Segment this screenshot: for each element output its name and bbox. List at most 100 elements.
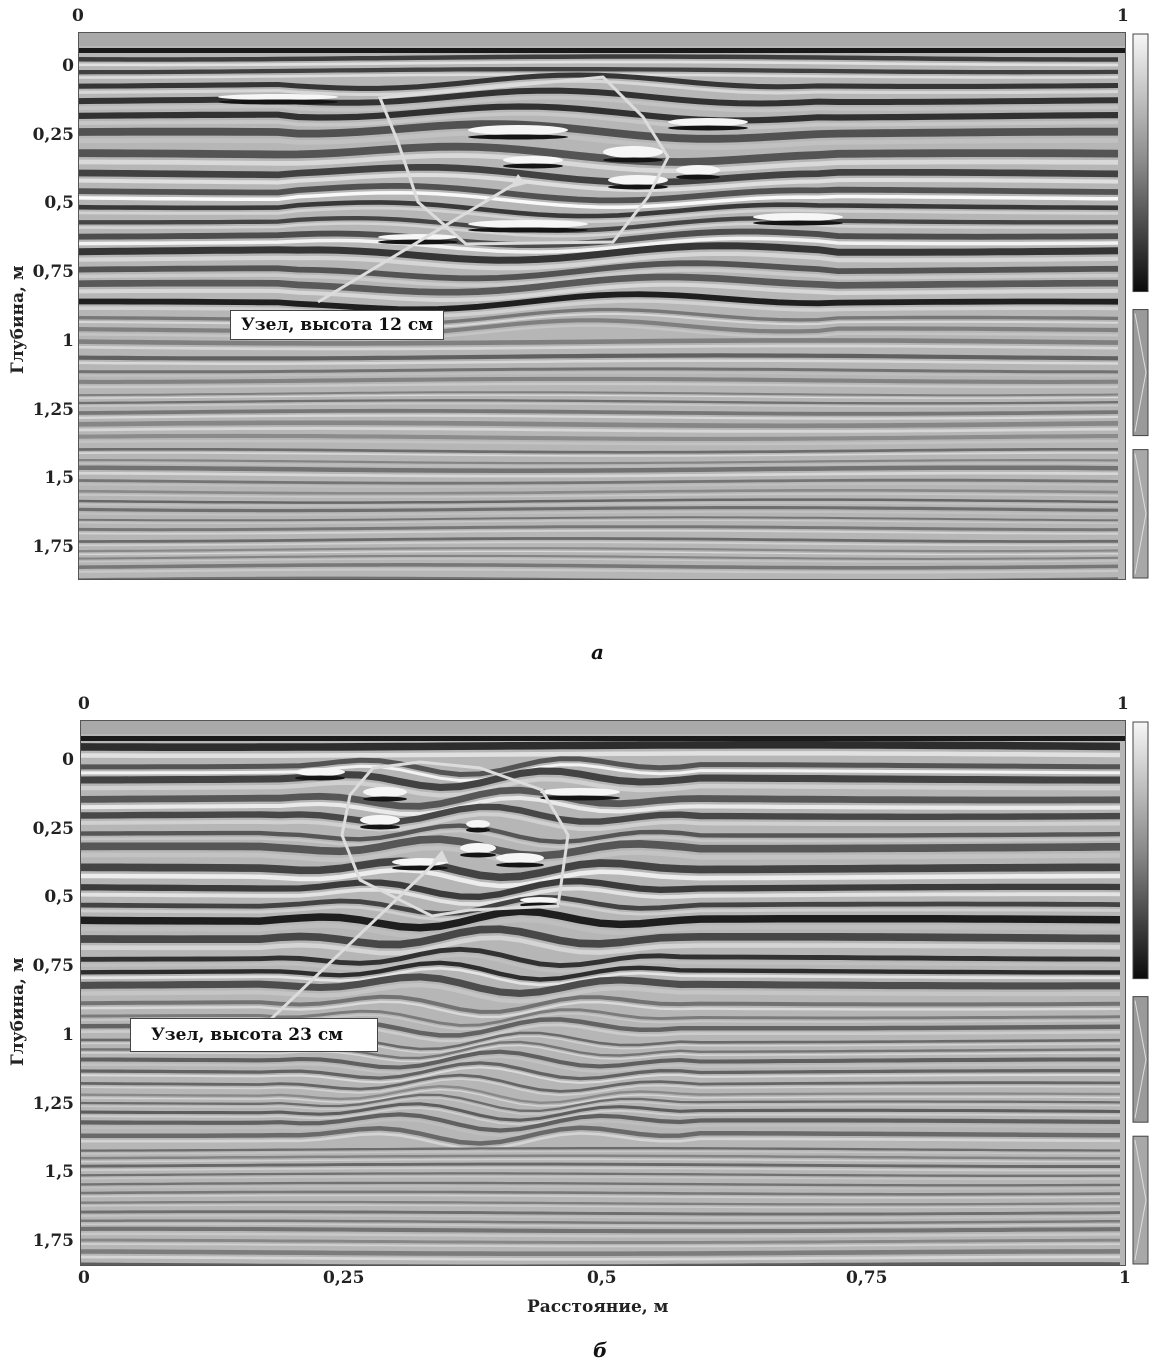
reflection-band-light: [80, 751, 1121, 759]
reflection-band-dark: [78, 291, 1119, 313]
reflection-band-light: [78, 95, 1119, 113]
panel-b-x-tick: 1: [1119, 1268, 1131, 1288]
reflection-band-dark: [78, 488, 1119, 495]
reflection-band-dark: [78, 182, 1119, 204]
reflection-band-dark: [80, 960, 1120, 982]
reflection-band-light: [80, 1088, 1121, 1107]
panel-a-y-tick: 1,25: [32, 399, 74, 420]
reflection-band-dark: [78, 433, 1118, 441]
reflection-shadow: [676, 174, 720, 180]
reflection-highlight: [668, 118, 748, 126]
reflection-band-light: [78, 172, 1119, 193]
reflection-band-light: [78, 60, 1118, 67]
reflection-band-dark: [80, 1190, 1121, 1196]
reflection-band-light: [78, 394, 1119, 399]
reflection-band-light: [80, 1167, 1120, 1172]
reflection-band-light: [78, 344, 1119, 351]
reflection-band-dark: [78, 459, 1119, 465]
reflection-band-light: [80, 867, 1120, 889]
panel-b-y-axis-label: Глубина, м: [8, 957, 28, 1066]
reflection-highlight: [218, 94, 338, 100]
reflection-band-light: [80, 777, 1120, 798]
reflection-band-light: [78, 153, 1119, 174]
reflection-band-dark: [80, 786, 1121, 810]
reflection-shadow: [468, 134, 568, 140]
reflection-band-light: [80, 1066, 1121, 1084]
reflection-band-dark: [78, 465, 1119, 473]
panel-b-top-right-label: 1: [1117, 694, 1129, 714]
reflection-shadow: [503, 163, 563, 169]
reflection-band-dark: [78, 120, 1118, 143]
reflection-band-dark: [78, 537, 1118, 543]
reflection-highlight: [503, 156, 563, 164]
reflection-band-light: [80, 1232, 1121, 1238]
reflection-band-light: [78, 439, 1119, 446]
reflection-highlight: [466, 820, 490, 828]
panel-b-y-tick: 1: [62, 1024, 74, 1045]
reflection-band-light: [80, 1055, 1120, 1074]
panel-b-x-axis-label: Расстояние, м: [527, 1297, 669, 1317]
filter-curve: [1134, 453, 1147, 575]
reflection-band-light: [80, 1000, 1121, 1019]
reflection-band-dark: [78, 163, 1119, 186]
reflection-band-light: [78, 382, 1119, 389]
reflection-band-light: [80, 1214, 1121, 1219]
reflection-band-light: [78, 471, 1119, 478]
surface-reflection: [80, 736, 1126, 741]
color-scale-gradient: [1132, 33, 1149, 293]
panel-b-y-tick: 0,25: [32, 818, 74, 839]
panel-a-color-scale: [1132, 33, 1149, 579]
reflection-band-light: [80, 829, 1121, 849]
reflection-band-dark: [78, 408, 1119, 416]
panel-a-y-tick: 1: [62, 330, 74, 351]
reflection-band-light: [78, 282, 1119, 303]
reflection-band-light: [80, 1118, 1121, 1137]
reflection-highlight: [603, 146, 663, 158]
callout-pointer: [268, 856, 442, 1022]
filter-scale-box: [1132, 1135, 1149, 1265]
panel-b-y-tick: 1,25: [32, 1093, 74, 1114]
reflection-band-dark: [78, 215, 1118, 233]
reflection-shadow: [753, 220, 843, 226]
reflection-band-light: [78, 493, 1119, 498]
reflection-band-light: [78, 371, 1118, 377]
reflection-shadow: [218, 99, 338, 105]
reflection-band-dark: [80, 767, 1120, 791]
panel-b-y-tick: 0: [62, 750, 74, 770]
reflection-shadow: [668, 125, 748, 131]
reflection-band-light: [78, 426, 1119, 433]
reflection-band-dark: [80, 1172, 1120, 1177]
reflection-band-dark: [78, 563, 1119, 570]
reflection-band-light: [80, 763, 1120, 783]
reflection-band-light: [80, 845, 1121, 867]
panel-b-y-tick: 1,5: [44, 1162, 74, 1183]
reflection-band-dark: [78, 420, 1119, 429]
surface-band: [78, 32, 1126, 46]
reflection-shadow: [360, 824, 400, 830]
reflection-band-light: [78, 251, 1119, 271]
reflection-band-light: [78, 550, 1119, 556]
reflection-band-light: [80, 1175, 1121, 1180]
reflection-band-light: [80, 966, 1120, 987]
reflection-band-dark: [80, 1008, 1121, 1027]
panel-a-top-right-label: 1: [1117, 6, 1129, 26]
radargram-frame: [78, 32, 1126, 580]
radargram-frame: [80, 720, 1126, 1266]
reflection-highlight: [540, 788, 620, 796]
reflection-band-dark: [78, 338, 1119, 346]
reflection-band-dark: [78, 142, 1119, 166]
reflection-band-light: [80, 917, 1121, 939]
reflection-band-light: [78, 529, 1118, 535]
reflection-band-dark: [78, 242, 1119, 264]
reflection-band-dark: [80, 741, 1121, 751]
reflection-band-dark: [80, 1049, 1120, 1070]
reflection-shadow: [295, 775, 345, 781]
filter-scale-box: [1132, 449, 1149, 579]
surface-reflection: [78, 48, 1126, 53]
panel-b-callout: Узел, высота 23 см: [130, 1018, 378, 1052]
reflection-band-dark: [80, 1147, 1120, 1152]
reflection-band-dark: [80, 1200, 1121, 1206]
reflection-band-dark: [80, 1219, 1121, 1225]
reflection-band-light: [78, 299, 1119, 318]
reflection-band-dark: [78, 478, 1119, 485]
